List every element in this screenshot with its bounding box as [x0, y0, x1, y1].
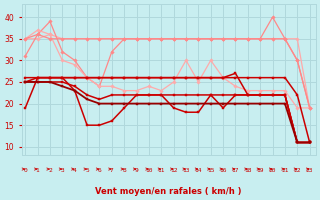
X-axis label: Vent moyen/en rafales ( km/h ): Vent moyen/en rafales ( km/h ): [95, 187, 242, 196]
